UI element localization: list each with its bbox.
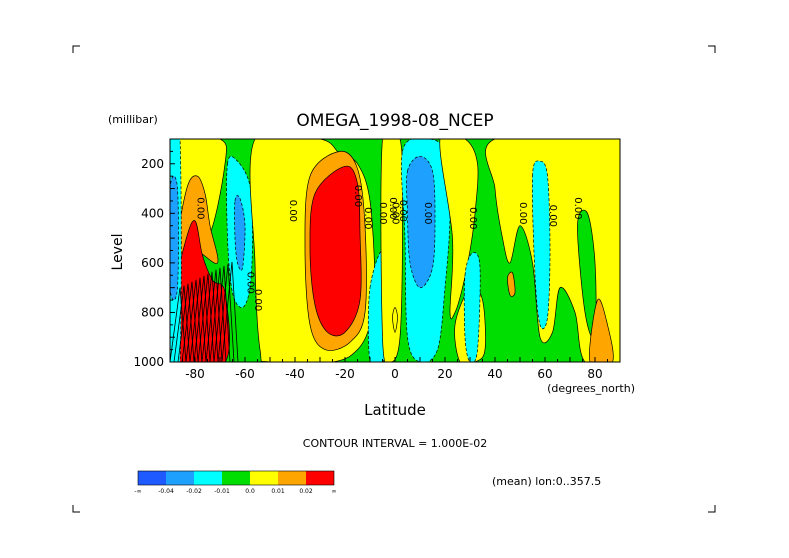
region-red-25 (309, 165, 362, 337)
x-tick-label: 20 (437, 367, 452, 381)
x-tick-label: -40 (285, 367, 305, 381)
contour-label: 0.00 (390, 202, 401, 224)
region-yellow-3 (380, 139, 403, 362)
contour-line-dense (213, 265, 231, 362)
contour-line-dense (205, 269, 223, 362)
chart-title: OMEGA_1998-08_NCEP (296, 111, 493, 131)
contour-label: 0.00 (572, 197, 583, 219)
contour-label: 0.00 (352, 185, 363, 207)
contour-line-dense (177, 283, 195, 362)
contour-label: 0.00 (377, 202, 388, 224)
crop-mark-bottom-right (708, 505, 716, 513)
legend-swatch (306, 471, 334, 485)
region-blue-10n (406, 155, 436, 289)
contour-line-dense (201, 271, 219, 362)
contour-line-dense (173, 285, 191, 362)
x-tick-label: 40 (487, 367, 502, 381)
contour-label: 0.00 (362, 207, 373, 229)
contour-label: 0.00 (517, 202, 528, 224)
y-axis: 200 400 600 800 1000 (133, 138, 175, 369)
y-tick-label: 400 (141, 206, 164, 220)
contour-label: 0.00 (397, 200, 408, 222)
contour-line-dense (217, 263, 235, 362)
region-orange-85n (589, 298, 614, 362)
x-tick-label: -20 (335, 367, 355, 381)
contour-label: 0.00 (387, 197, 398, 219)
legend-label: ∞ (332, 488, 337, 495)
x-axis-label: Latitude (364, 401, 426, 419)
legend-swatch (278, 471, 306, 485)
legend-label: -0.02 (186, 488, 202, 495)
y-tick-label: 200 (141, 157, 164, 171)
contour-label: 0.00 (467, 207, 478, 229)
plot-area (170, 139, 620, 362)
x-tick-label: -60 (235, 367, 255, 381)
x-tick-label: 60 (537, 367, 552, 381)
region-yellow-0-low (392, 307, 398, 333)
contour-line-dense (189, 277, 207, 362)
contour-line-dense (221, 261, 239, 362)
contour-label: 0.00 (195, 197, 206, 219)
legend-label: -0.01 (214, 488, 230, 495)
contour-label: 0.00 (547, 205, 558, 227)
contour-labels: 0.000.000.000.000.000.00 0.00 0.000.000.00… (195, 185, 584, 311)
y-axis-label: Level (110, 234, 126, 271)
region-cyan-60n (531, 160, 551, 330)
crop-mark-top-right (708, 45, 716, 53)
y-units-label: (millibar) (108, 113, 158, 126)
x-units-label: (degrees_north) (547, 382, 635, 395)
legend-frame (137, 470, 335, 486)
legend-label: 0.0 (245, 488, 255, 495)
contour-label: 0.00 (422, 202, 433, 224)
region-blue-60 (234, 195, 246, 271)
legend-label: -∞ (134, 488, 141, 495)
contour-label: 0.00 (252, 289, 263, 311)
legend-swatch (194, 471, 222, 485)
contour-line-dense (181, 281, 199, 362)
x-tick-label: -80 (185, 367, 205, 381)
legend-swatch (138, 471, 166, 485)
region-orange-45n (507, 271, 516, 297)
region-cyan-30n (463, 252, 481, 362)
crop-mark-bottom-left (72, 505, 80, 513)
legend-label: -0.04 (158, 488, 174, 495)
contour-line-dense (209, 267, 227, 362)
subtitle: (mean) lon:0..357.5 (492, 475, 601, 488)
contour-line-dense (185, 279, 203, 362)
contour-line-dense (193, 275, 211, 362)
legend-swatch (222, 471, 250, 485)
x-axis: -80 -60 -40 -20 0 20 40 60 80 (169, 357, 621, 381)
legend-swatch (250, 471, 278, 485)
crop-mark-top-left (72, 45, 80, 53)
contour-interval-label: CONTOUR INTERVAL = 1.000E-02 (303, 437, 487, 450)
y-tick-label: 800 (141, 305, 164, 319)
crop-marks (72, 45, 716, 513)
contour-line-dense (197, 273, 215, 362)
x-tick-label: 80 (587, 367, 602, 381)
color-legend: -∞ -0.04 -0.02 -0.01 0.0 0.01 0.02 ∞ (134, 470, 337, 495)
contour-label: 0.00 (287, 200, 298, 222)
contour-label: 0.00 (245, 272, 256, 294)
y-tick-label: 1000 (133, 355, 164, 369)
y-tick-label: 600 (141, 256, 164, 270)
legend-swatch (166, 471, 194, 485)
legend-label: 0.02 (299, 488, 313, 495)
x-tick-label: 0 (391, 367, 399, 381)
legend-label: 0.01 (271, 488, 285, 495)
